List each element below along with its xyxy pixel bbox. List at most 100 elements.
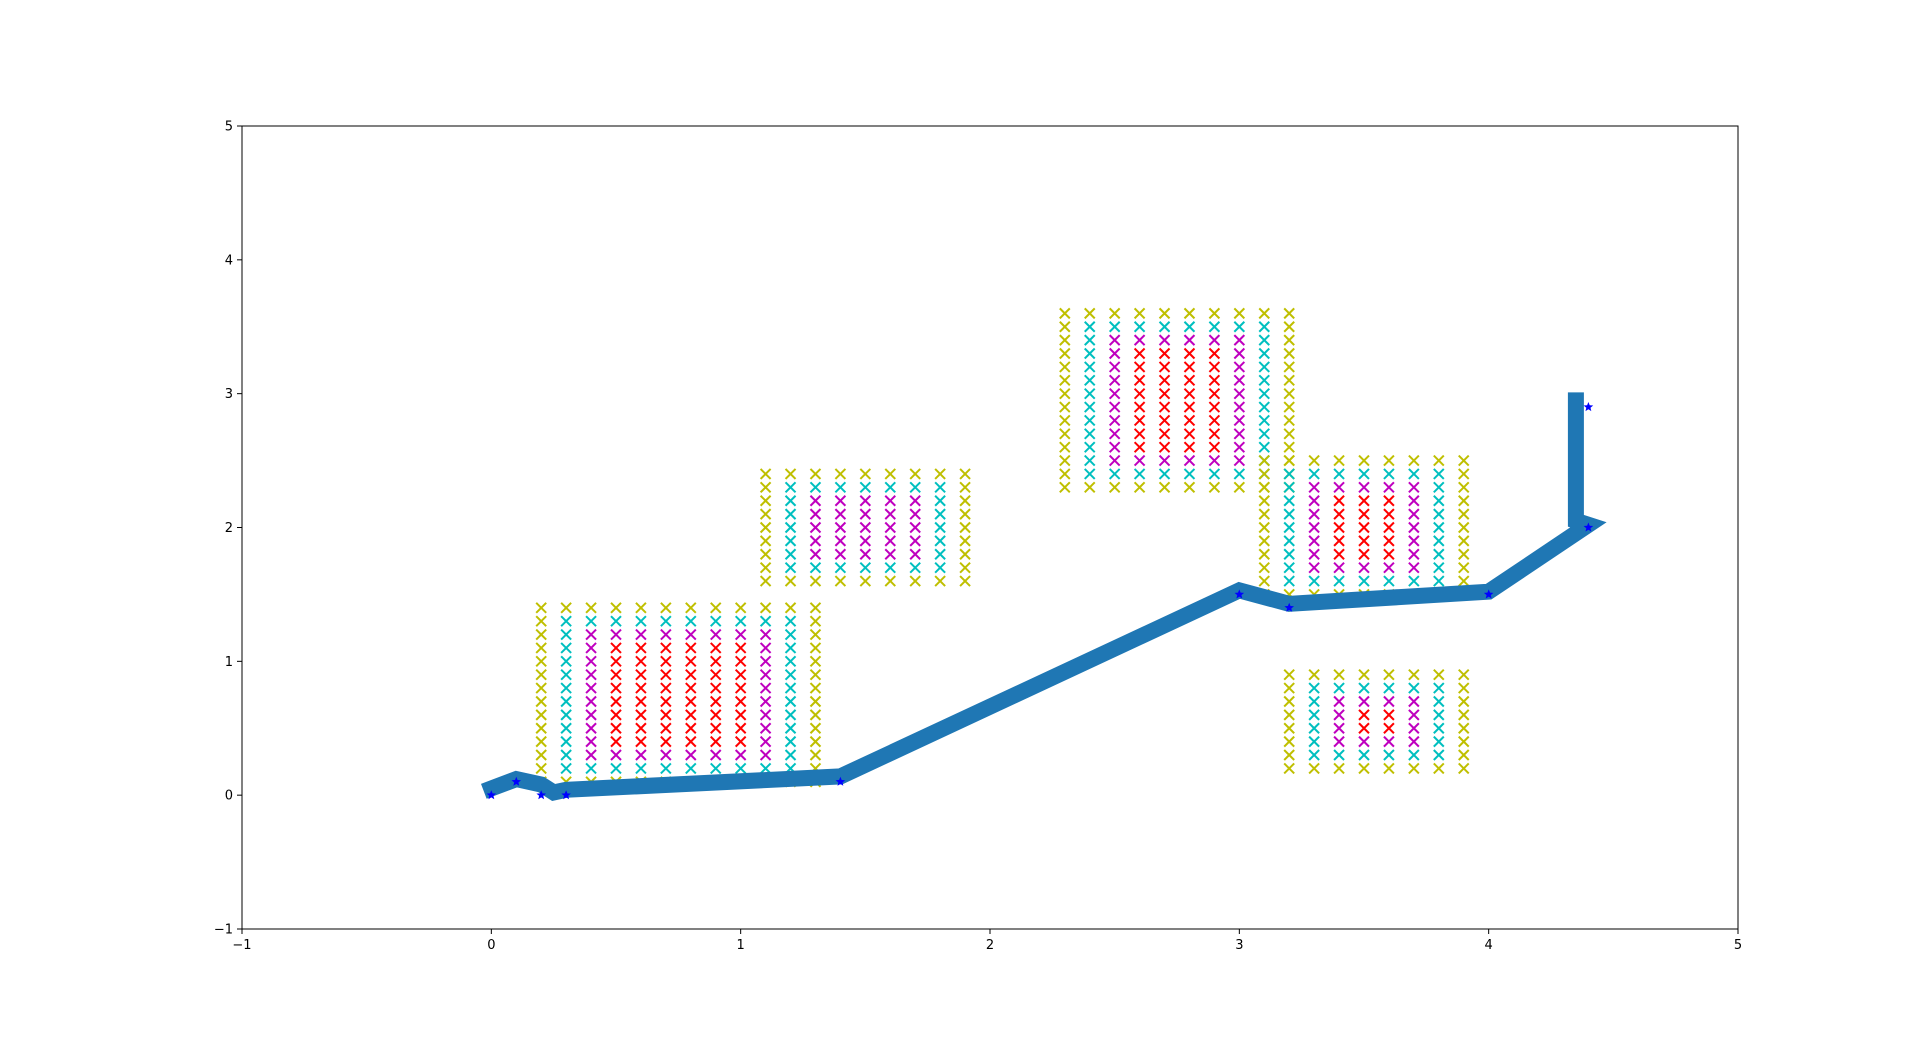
- field-2-marker: [859, 481, 872, 494]
- field-2-marker: [959, 481, 971, 494]
- field-3-marker: [1133, 468, 1146, 480]
- field-2-marker: [759, 521, 772, 534]
- x-axis: −1 0 1 2 3 4 5: [232, 929, 1742, 953]
- field-4-marker: [1308, 535, 1320, 547]
- field-5-marker: [1408, 709, 1420, 721]
- field-2-marker: [759, 495, 772, 507]
- field-1-marker: [660, 615, 672, 627]
- field-1-marker: [635, 735, 647, 748]
- field-3-marker: [1208, 481, 1221, 494]
- field-1-marker: [560, 602, 572, 614]
- x-tick-label: 3: [1235, 938, 1243, 953]
- field-1-marker: [560, 682, 572, 694]
- field-4-marker: [1433, 481, 1445, 494]
- field-3-marker: [1258, 374, 1270, 386]
- field-1-marker: [759, 602, 772, 614]
- field-2-marker: [884, 495, 896, 507]
- field-4-marker: [1408, 535, 1420, 547]
- field-4-marker: [1308, 561, 1320, 574]
- field-3-marker: [1158, 374, 1171, 386]
- field-4-marker: [1333, 508, 1345, 520]
- field-1-marker: [685, 642, 697, 654]
- field-3-marker: [1183, 401, 1196, 413]
- field-1-marker: [560, 709, 572, 721]
- field-3-marker: [1233, 441, 1246, 453]
- field-3-marker: [1084, 307, 1096, 320]
- field-4-marker: [1433, 575, 1445, 587]
- y-tick-label: −1: [214, 923, 233, 938]
- field-1-marker: [660, 682, 672, 694]
- field-4-marker: [1333, 561, 1345, 574]
- field-5-marker: [1358, 749, 1370, 761]
- field-3-marker: [1108, 361, 1121, 373]
- field-2-marker: [784, 468, 797, 480]
- field-3-marker: [1059, 361, 1071, 373]
- field-3-marker: [1059, 414, 1071, 427]
- field-3-marker: [1158, 387, 1171, 400]
- field-1-marker: [734, 642, 747, 654]
- field-3-marker: [1233, 468, 1246, 480]
- field-2-marker: [859, 521, 872, 534]
- field-1-marker: [660, 628, 672, 641]
- field-2-marker: [934, 508, 946, 520]
- field-1-marker: [685, 655, 697, 668]
- field-5-marker: [1358, 735, 1370, 748]
- field-4-marker: [1408, 454, 1420, 467]
- field-1-marker: [784, 628, 797, 641]
- field-1-marker: [585, 655, 597, 668]
- field-5-marker: [1433, 709, 1445, 721]
- field-5-marker: [1408, 669, 1420, 681]
- field-3-marker: [1258, 441, 1270, 453]
- field-4-marker: [1258, 521, 1270, 534]
- field-5-marker: [1333, 722, 1345, 734]
- field-1-marker: [685, 709, 697, 721]
- field-1-marker: [635, 722, 647, 734]
- field-3-marker: [1084, 414, 1096, 427]
- field-4-marker: [1258, 468, 1270, 480]
- field-3-marker: [1133, 321, 1146, 333]
- field-1-marker: [734, 628, 747, 641]
- field-3-marker: [1108, 468, 1121, 480]
- field-5-marker: [1333, 709, 1345, 721]
- field-3-marker: [1158, 468, 1171, 480]
- field-1-marker: [610, 722, 622, 734]
- field-1-marker: [535, 722, 547, 734]
- field-2-marker: [859, 561, 872, 574]
- field-4-marker: [1458, 521, 1470, 534]
- field-3-marker: [1258, 321, 1270, 333]
- field-2-marker: [859, 495, 872, 507]
- field-2-marker: [909, 468, 921, 480]
- field-3-marker: [1059, 334, 1071, 346]
- field-1-marker: [610, 615, 622, 627]
- field-2-marker: [784, 575, 797, 587]
- field-3-marker: [1208, 428, 1221, 440]
- field-4-marker: [1358, 521, 1370, 534]
- field-1-marker: [784, 669, 797, 681]
- field-3-marker: [1158, 414, 1171, 427]
- field-4-marker: [1383, 548, 1395, 560]
- field-5-marker: [1458, 669, 1470, 681]
- field-3-marker: [1233, 387, 1246, 400]
- field-1-marker: [809, 735, 822, 748]
- field-5-marker: [1408, 749, 1420, 761]
- field-3-marker: [1158, 361, 1171, 373]
- y-tick-label: 2: [225, 521, 233, 536]
- field-4-marker: [1408, 561, 1420, 574]
- field-3-marker: [1283, 414, 1295, 427]
- x-tick-label: −1: [232, 938, 251, 953]
- field-4-marker: [1358, 561, 1370, 574]
- field-1-marker: [635, 615, 647, 627]
- field-5-marker: [1308, 709, 1320, 721]
- field-1-marker: [585, 628, 597, 641]
- field-1-marker: [759, 749, 772, 761]
- field-1-marker: [784, 615, 797, 627]
- field-1-marker: [759, 735, 772, 748]
- field-5-marker: [1383, 669, 1395, 681]
- field-1-marker: [784, 735, 797, 748]
- field-1-marker: [585, 615, 597, 627]
- field-3-marker: [1258, 361, 1270, 373]
- field-1-marker: [734, 749, 747, 761]
- field-5-marker: [1308, 735, 1320, 748]
- field-4-marker: [1433, 521, 1445, 534]
- field-5-marker: [1458, 762, 1470, 775]
